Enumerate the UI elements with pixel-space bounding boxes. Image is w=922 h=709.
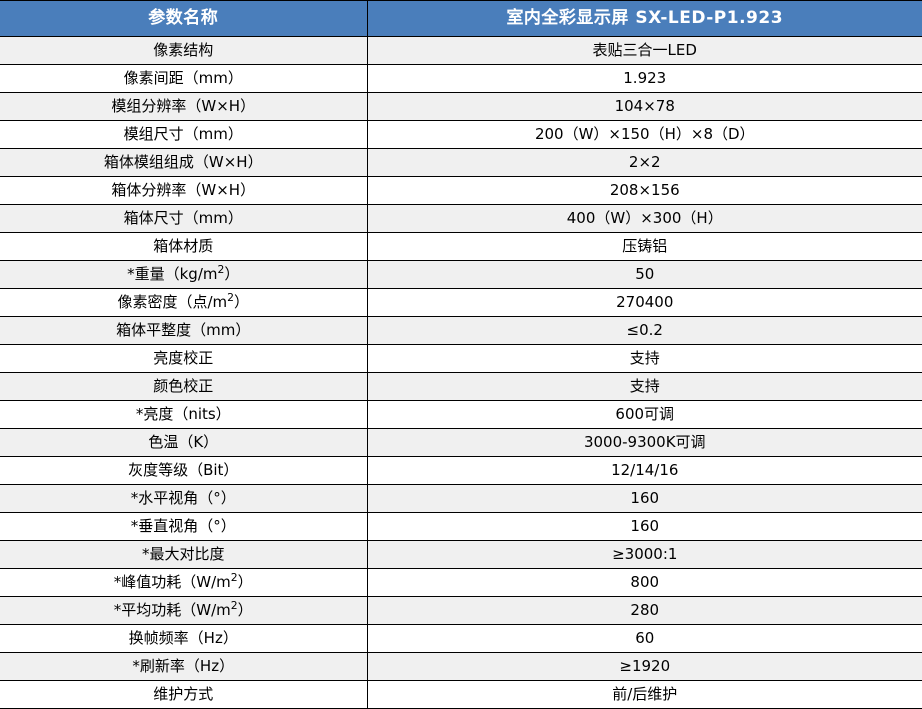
cell-parameter-value: ≥1920 (367, 652, 922, 681)
cell-parameter-name: 箱体平整度（mm） (0, 316, 368, 345)
table-row: 箱体材质 压铸铝 (0, 232, 922, 261)
cell-parameter-value: ≥3000:1 (367, 540, 922, 569)
table-row: 模组分辨率（W×H） 104×78 (0, 92, 922, 121)
cell-parameter-value: 压铸铝 (367, 232, 922, 261)
table-row: *重量（kg/m2） 50 (0, 260, 922, 289)
table-row: *垂直视角（°） 160 (0, 512, 922, 541)
cell-parameter-name: 像素结构 (0, 36, 368, 65)
table-row: 像素结构 表贴三合一LED (0, 36, 922, 65)
cell-parameter-value: 1.923 (367, 64, 922, 93)
cell-parameter-value: 800 (367, 568, 922, 597)
header-cell-product-model: 室内全彩显示屏 SX-LED-P1.923 (367, 0, 922, 37)
cell-parameter-name: 色温（K） (0, 428, 368, 457)
cell-parameter-name: *峰值功耗（W/m2） (0, 568, 368, 597)
table-row: 像素间距（mm） 1.923 (0, 64, 922, 93)
table-row: *刷新率（Hz） ≥1920 (0, 652, 922, 681)
cell-parameter-name: *水平视角（°） (0, 484, 368, 513)
table-row: *最大对比度 ≥3000:1 (0, 540, 922, 569)
cell-parameter-name: 箱体尺寸（mm） (0, 204, 368, 233)
cell-parameter-name: 像素密度（点/m2） (0, 288, 368, 317)
table-row: 换帧频率（Hz） 60 (0, 624, 922, 653)
cell-parameter-value: 104×78 (367, 92, 922, 121)
cell-parameter-value: 3000-9300K可调 (367, 428, 922, 457)
cell-parameter-value: 支持 (367, 344, 922, 373)
cell-parameter-value: 600可调 (367, 400, 922, 429)
table-row: 箱体分辨率（W×H） 208×156 (0, 176, 922, 205)
cell-parameter-value: 表贴三合一LED (367, 36, 922, 65)
cell-parameter-name: 亮度校正 (0, 344, 368, 373)
cell-parameter-value: 160 (367, 512, 922, 541)
cell-parameter-name: 像素间距（mm） (0, 64, 368, 93)
cell-parameter-name: 换帧频率（Hz） (0, 624, 368, 653)
cell-parameter-name: *刷新率（Hz） (0, 652, 368, 681)
table-row: *峰值功耗（W/m2） 800 (0, 568, 922, 597)
table-row: *平均功耗（W/m2） 280 (0, 596, 922, 625)
cell-parameter-value: 270400 (367, 288, 922, 317)
cell-parameter-value: 2×2 (367, 148, 922, 177)
cell-parameter-name: *亮度（nits） (0, 400, 368, 429)
table-row: 灰度等级（Bit） 12/14/16 (0, 456, 922, 485)
cell-parameter-name: 箱体材质 (0, 232, 368, 261)
cell-parameter-value: 400（W）×300（H） (367, 204, 922, 233)
cell-parameter-value: 60 (367, 624, 922, 653)
cell-parameter-name: 模组分辨率（W×H） (0, 92, 368, 121)
cell-parameter-name: *重量（kg/m2） (0, 260, 368, 289)
header-cell-parameter-name: 参数名称 (0, 0, 368, 37)
cell-parameter-value: 208×156 (367, 176, 922, 205)
cell-parameter-value: 200（W）×150（H）×8（D） (367, 120, 922, 149)
table-header: 参数名称 室内全彩显示屏 SX-LED-P1.923 (0, 0, 922, 37)
cell-parameter-value: 12/14/16 (367, 456, 922, 485)
table-row: 维护方式 前/后维护 (0, 680, 922, 709)
cell-parameter-name: *最大对比度 (0, 540, 368, 569)
cell-parameter-name: *垂直视角（°） (0, 512, 368, 541)
table-row: *水平视角（°） 160 (0, 484, 922, 513)
cell-parameter-value: 160 (367, 484, 922, 513)
table-body: 像素结构 表贴三合一LED 像素间距（mm） 1.923 模组分辨率（W×H） 104×7… (0, 36, 922, 709)
cell-parameter-name: 维护方式 (0, 680, 368, 709)
cell-parameter-value: 50 (367, 260, 922, 289)
cell-parameter-name: 颜色校正 (0, 372, 368, 401)
cell-parameter-value: 280 (367, 596, 922, 625)
cell-parameter-value: 支持 (367, 372, 922, 401)
cell-parameter-value: ≤0.2 (367, 316, 922, 345)
table-row: 亮度校正 支持 (0, 344, 922, 373)
header-row: 参数名称 室内全彩显示屏 SX-LED-P1.923 (0, 0, 922, 37)
cell-parameter-name: 模组尺寸（mm） (0, 120, 368, 149)
table-row: 像素密度（点/m2） 270400 (0, 288, 922, 317)
cell-parameter-value: 前/后维护 (367, 680, 922, 709)
table-row: 箱体模组组成（W×H） 2×2 (0, 148, 922, 177)
cell-parameter-name: 灰度等级（Bit） (0, 456, 368, 485)
table-row: 箱体平整度（mm） ≤0.2 (0, 316, 922, 345)
cell-parameter-name: *平均功耗（W/m2） (0, 596, 368, 625)
table-row: 颜色校正 支持 (0, 372, 922, 401)
table-row: 色温（K） 3000-9300K可调 (0, 428, 922, 457)
table-row: *亮度（nits） 600可调 (0, 400, 922, 429)
table-row: 箱体尺寸（mm） 400（W）×300（H） (0, 204, 922, 233)
table-row: 模组尺寸（mm） 200（W）×150（H）×8（D） (0, 120, 922, 149)
cell-parameter-name: 箱体模组组成（W×H） (0, 148, 368, 177)
cell-parameter-name: 箱体分辨率（W×H） (0, 176, 368, 205)
